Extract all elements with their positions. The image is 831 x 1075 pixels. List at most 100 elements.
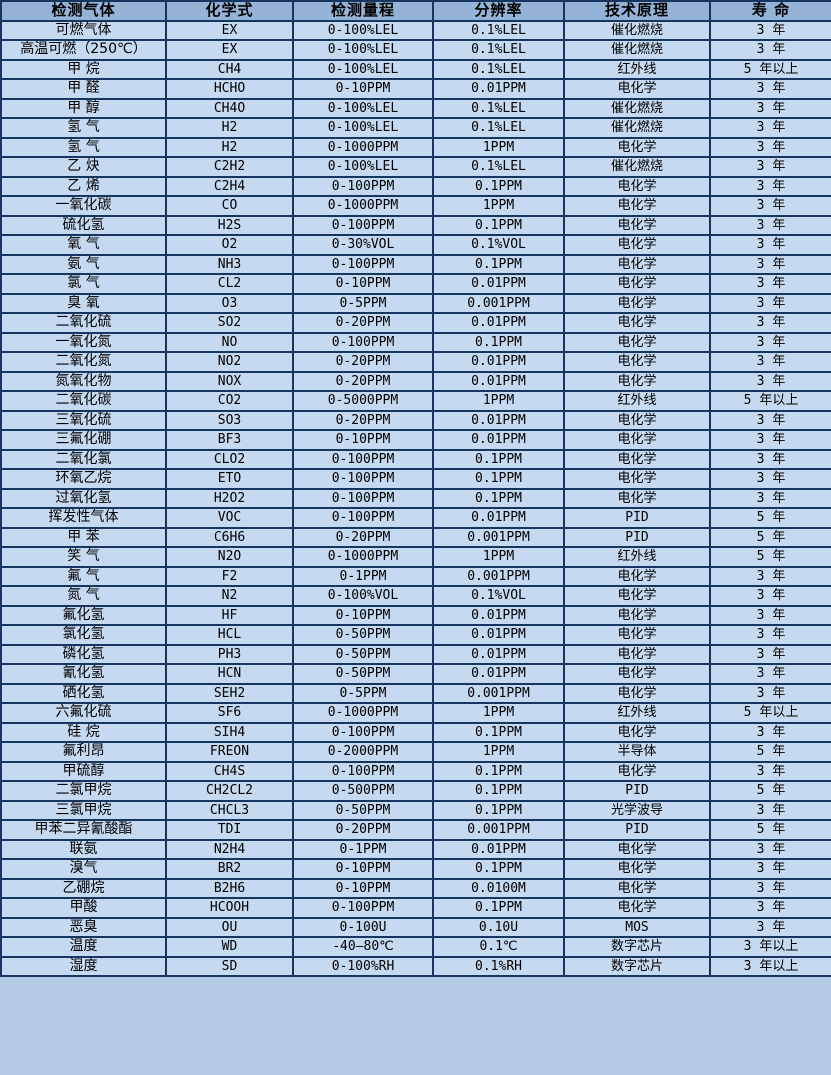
cell-formula: HF: [165, 604, 294, 626]
cell-lifespan: 3 年: [709, 448, 831, 470]
cell-principle: 半导体: [563, 741, 711, 763]
cell-principle: 电化学: [563, 136, 711, 158]
cell-gas: 温度: [0, 936, 167, 958]
cell-range: 0-100%LEL: [292, 19, 434, 41]
cell-formula: EX: [165, 39, 294, 61]
cell-range: 0-20PPM: [292, 370, 434, 392]
cell-formula: N2O: [165, 546, 294, 568]
cell-range: 0-10PPM: [292, 429, 434, 451]
cell-range: 0-100PPM: [292, 331, 434, 353]
cell-range: 0-100PPM: [292, 214, 434, 236]
table-body: 可燃气体 EX 0-100%LEL 0.1%LEL 催化燃烧 3 年高温可燃（250℃） E…: [0, 19, 831, 977]
cell-gas: 二氧化硫: [0, 312, 167, 334]
cell-formula: SIH4: [165, 721, 294, 743]
cell-principle: 电化学: [563, 838, 711, 860]
cell-lifespan: 3 年: [709, 175, 831, 197]
cell-range: 0-100PPM: [292, 468, 434, 490]
cell-formula: SD: [165, 955, 294, 977]
table-row: 一氧化碳 CO 0-1000PPM 1PPM 电化学 3 年: [0, 195, 831, 217]
cell-range: 0-100PPM: [292, 448, 434, 470]
cell-principle: 电化学: [563, 624, 711, 646]
cell-gas: 三氯甲烷: [0, 799, 167, 821]
cell-lifespan: 3 年: [709, 468, 831, 490]
cell-range: 0-100%LEL: [292, 117, 434, 139]
cell-gas: 甲 醛: [0, 78, 167, 100]
cell-range: 0-100PPM: [292, 760, 434, 782]
cell-gas: 三氧化硫: [0, 409, 167, 431]
cell-formula: WD: [165, 936, 294, 958]
cell-range: 0-1000PPM: [292, 136, 434, 158]
cell-principle: 电化学: [563, 253, 711, 275]
table-row: 氢 气 H2 0-100%LEL 0.1%LEL 催化燃烧 3 年: [0, 117, 831, 139]
cell-range: 0-10PPM: [292, 604, 434, 626]
table-row: 湿度 SD 0-100%RH 0.1%RH 数字芯片 3 年以上: [0, 955, 831, 977]
cell-range: 0-50PPM: [292, 799, 434, 821]
cell-gas: 乙 炔: [0, 156, 167, 178]
cell-gas: 环氧乙烷: [0, 468, 167, 490]
cell-lifespan: 3 年: [709, 39, 831, 61]
cell-gas: 乙硼烷: [0, 877, 167, 899]
table-row: 乙 烯 C2H4 0-100PPM 0.1PPM 电化学 3 年: [0, 175, 831, 197]
cell-principle: 电化学: [563, 331, 711, 353]
cell-gas: 氮 气: [0, 585, 167, 607]
cell-range: 0-2000PPM: [292, 741, 434, 763]
cell-lifespan: 3 年: [709, 487, 831, 509]
cell-gas: 湿度: [0, 955, 167, 977]
cell-gas: 氰化氢: [0, 663, 167, 685]
table-row: 三氟化硼 BF3 0-10PPM 0.01PPM 电化学 3 年: [0, 429, 831, 451]
cell-lifespan: 3 年: [709, 760, 831, 782]
cell-resolution: 0.01PPM: [432, 604, 565, 626]
cell-principle: 电化学: [563, 195, 711, 217]
column-header-lifespan: 寿 命: [709, 0, 831, 22]
table-row: 甲苯二异氰酸酯 TDI 0-20PPM 0.001PPM PID 5 年: [0, 819, 831, 841]
cell-resolution: 0.01PPM: [432, 624, 565, 646]
cell-principle: 电化学: [563, 312, 711, 334]
cell-range: 0-500PPM: [292, 780, 434, 802]
table-row: 二氯甲烷 CH2CL2 0-500PPM 0.1PPM PID 5 年: [0, 780, 831, 802]
cell-principle: 电化学: [563, 604, 711, 626]
cell-resolution: 0.1PPM: [432, 858, 565, 880]
cell-gas: 氟化氢: [0, 604, 167, 626]
cell-resolution: 0.1%LEL: [432, 19, 565, 41]
cell-formula: NO2: [165, 351, 294, 373]
cell-gas: 磷化氢: [0, 643, 167, 665]
cell-range: 0-100%LEL: [292, 156, 434, 178]
table-row: 一氧化氮 NO 0-100PPM 0.1PPM 电化学 3 年: [0, 331, 831, 353]
cell-gas: 甲硫醇: [0, 760, 167, 782]
cell-lifespan: 3 年: [709, 214, 831, 236]
table-row: 甲 苯 C6H6 0-20PPM 0.001PPM PID 5 年: [0, 526, 831, 548]
cell-formula: H2O2: [165, 487, 294, 509]
cell-lifespan: 3 年: [709, 331, 831, 353]
cell-range: 0-100PPM: [292, 507, 434, 529]
cell-range: 0-100PPM: [292, 897, 434, 919]
cell-principle: 电化学: [563, 214, 711, 236]
cell-gas: 甲 烷: [0, 58, 167, 80]
cell-gas: 高温可燃（250℃）: [0, 39, 167, 61]
cell-formula: CH4O: [165, 97, 294, 119]
cell-range: 0-20PPM: [292, 312, 434, 334]
cell-range: 0-20PPM: [292, 819, 434, 841]
table-row: 温度 WD -40—80℃ 0.1℃ 数字芯片 3 年以上: [0, 936, 831, 958]
cell-resolution: 0.001PPM: [432, 819, 565, 841]
table-row: 臭 氧 O3 0-5PPM 0.001PPM 电化学 3 年: [0, 292, 831, 314]
table-row: 氧 气 O2 0-30%VOL 0.1%VOL 电化学 3 年: [0, 234, 831, 256]
cell-gas: 可燃气体: [0, 19, 167, 41]
cell-formula: N2: [165, 585, 294, 607]
cell-lifespan: 3 年: [709, 429, 831, 451]
cell-resolution: 0.01PPM: [432, 663, 565, 685]
cell-resolution: 0.1PPM: [432, 780, 565, 802]
cell-range: 0-20PPM: [292, 409, 434, 431]
cell-resolution: 0.1%LEL: [432, 156, 565, 178]
cell-range: 0-1PPM: [292, 838, 434, 860]
cell-resolution: 0.1PPM: [432, 214, 565, 236]
cell-gas: 挥发性气体: [0, 507, 167, 529]
cell-resolution: 1PPM: [432, 702, 565, 724]
cell-resolution: 0.1%RH: [432, 955, 565, 977]
cell-resolution: 0.1PPM: [432, 448, 565, 470]
table-row: 硫化氢 H2S 0-100PPM 0.1PPM 电化学 3 年: [0, 214, 831, 236]
cell-gas: 甲酸: [0, 897, 167, 919]
cell-formula: EX: [165, 19, 294, 41]
column-header-formula: 化学式: [165, 0, 294, 22]
cell-formula: CH4S: [165, 760, 294, 782]
cell-principle: 电化学: [563, 897, 711, 919]
